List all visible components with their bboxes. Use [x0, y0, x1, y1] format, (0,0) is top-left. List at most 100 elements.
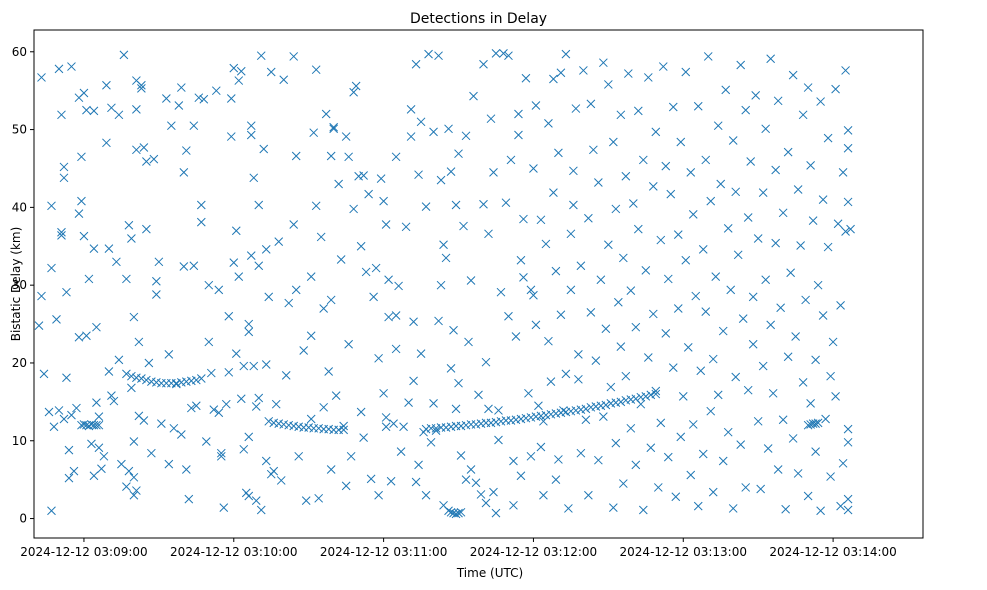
data-point-x-marker: [389, 419, 398, 428]
x-tick-label: 2024-12-12 03:11:00: [320, 545, 447, 559]
data-point-x-marker: [536, 215, 546, 225]
data-point-x-marker: [753, 416, 763, 426]
data-point-x-marker: [124, 466, 134, 476]
data-point-x-marker: [77, 196, 86, 206]
data-point-x-marker: [466, 276, 476, 285]
data-point-x-marker: [254, 200, 264, 210]
data-point-x-marker: [823, 242, 833, 252]
data-point-x-marker: [54, 406, 64, 415]
data-point-x-marker: [109, 396, 119, 406]
data-point-x-marker: [219, 503, 229, 513]
data-point-x-marker: [79, 231, 89, 241]
data-point-x-marker: [164, 459, 174, 469]
data-point-x-marker: [381, 220, 391, 229]
data-point-x-marker: [161, 94, 171, 103]
data-point-x-marker: [623, 69, 633, 78]
data-point-x-marker: [226, 94, 236, 103]
data-point-x-marker: [778, 415, 788, 425]
data-point-x-marker: [94, 420, 104, 430]
data-point-x-marker: [456, 451, 466, 460]
data-point-x-marker: [64, 473, 74, 483]
data-point-x-marker: [818, 195, 828, 204]
data-point-x-marker: [269, 466, 279, 476]
data-point-x-marker: [663, 274, 673, 284]
data-point-x-marker: [379, 388, 388, 398]
data-point-x-marker: [746, 157, 756, 166]
data-point-x-marker: [633, 224, 643, 234]
data-point-x-marker: [608, 137, 618, 147]
data-point-x-marker: [843, 197, 853, 207]
plot-frame: [33, 29, 924, 539]
data-point-x-marker: [773, 96, 783, 106]
data-point-x-marker: [738, 314, 748, 323]
data-point-x-marker: [678, 392, 688, 401]
data-point-x-marker: [531, 101, 541, 110]
data-point-x-marker: [346, 451, 356, 461]
data-point-x-marker: [551, 266, 561, 276]
data-point-x-marker: [59, 173, 69, 183]
data-point-x-marker: [134, 337, 144, 347]
data-point-x-marker: [37, 291, 46, 301]
data-point-x-marker: [139, 143, 149, 152]
data-point-x-marker: [224, 311, 234, 321]
data-point-x-marker: [713, 390, 723, 400]
y-tick-label: 30: [12, 278, 27, 292]
data-point-x-marker: [509, 456, 518, 466]
data-point-x-marker: [301, 496, 311, 506]
data-point-x-marker: [806, 399, 815, 408]
data-point-x-marker: [259, 144, 269, 154]
data-point-x-marker: [698, 245, 708, 254]
data-point-x-marker: [416, 349, 426, 358]
data-point-x-marker: [509, 500, 518, 510]
data-point-x-marker: [349, 204, 358, 214]
data-point-x-marker: [169, 423, 179, 433]
x-axis-label: Time (UTC): [456, 566, 523, 580]
data-point-x-marker: [604, 240, 613, 250]
data-point-x-marker: [344, 152, 353, 162]
data-point-x-marker: [561, 49, 571, 59]
data-point-x-marker: [788, 70, 798, 80]
data-point-x-marker: [59, 162, 69, 172]
data-point-x-marker: [204, 280, 214, 290]
y-tick-label: 0: [19, 512, 27, 526]
data-point-x-marker: [741, 483, 751, 492]
data-point-x-marker: [758, 361, 768, 371]
data-point-x-marker: [306, 414, 316, 424]
data-point-x-marker: [833, 219, 843, 229]
data-point-x-marker: [471, 478, 481, 488]
data-point-x-marker: [152, 290, 161, 299]
data-point-x-marker: [439, 240, 448, 250]
chart-title: Detections in Delay: [410, 11, 547, 27]
data-point-x-marker: [311, 65, 321, 75]
data-point-x-marker: [579, 66, 588, 75]
data-point-x-marker: [554, 455, 563, 464]
data-point-x-marker: [414, 460, 423, 470]
data-point-x-marker: [698, 449, 708, 459]
data-point-x-marker: [618, 479, 628, 488]
data-point-x-marker: [261, 360, 271, 369]
data-point-x-marker: [391, 311, 401, 320]
data-point-x-marker: [189, 261, 199, 271]
data-point-x-marker: [736, 440, 746, 449]
data-point-x-marker: [122, 369, 131, 379]
data-point-x-marker: [581, 415, 591, 425]
data-point-x-marker: [676, 137, 686, 147]
data-point-x-marker: [386, 476, 396, 486]
data-point-x-marker: [231, 349, 241, 358]
data-point-x-marker: [379, 196, 388, 206]
data-point-x-marker: [256, 505, 266, 515]
data-point-x-marker: [831, 392, 840, 401]
data-point-x-marker: [476, 490, 486, 499]
data-point-x-marker: [446, 364, 456, 373]
data-point-x-marker: [244, 327, 254, 337]
data-point-x-marker: [351, 81, 361, 91]
data-point-x-marker: [743, 385, 753, 395]
data-point-x-marker: [661, 329, 671, 338]
x-tick-label: 2024-12-12 03:14:00: [769, 545, 896, 559]
data-point-x-marker: [137, 374, 146, 383]
data-point-x-marker: [376, 174, 386, 183]
data-point-x-marker: [793, 469, 803, 478]
data-point-x-marker: [306, 272, 316, 281]
data-point-x-marker: [186, 403, 196, 413]
data-point-x-marker: [641, 266, 651, 275]
